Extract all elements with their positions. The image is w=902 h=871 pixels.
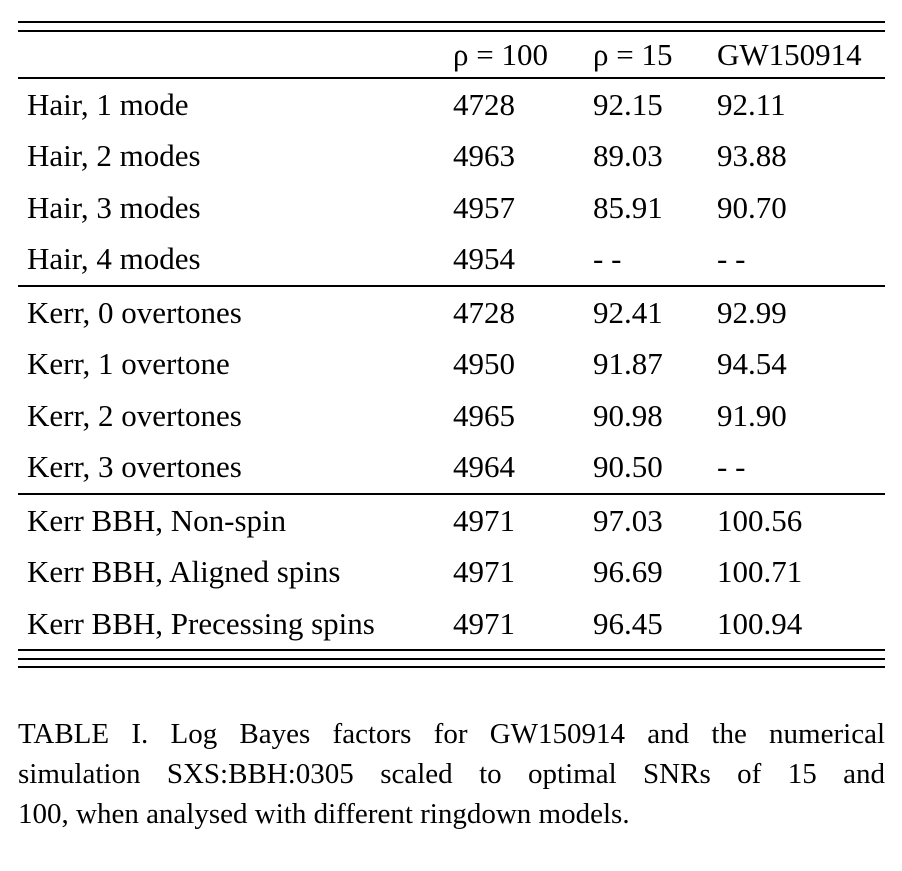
header-rho-100: ρ = 100 xyxy=(453,36,548,72)
row-label: Kerr, 0 overtones xyxy=(27,294,242,330)
header-rho-15: ρ = 15 xyxy=(593,36,673,72)
cell-rho100: 4964 xyxy=(453,449,515,485)
cell-gw: - - xyxy=(717,241,746,277)
cell-gw: 92.99 xyxy=(717,294,787,330)
table-caption: TABLE I. Log Bayes factors for GW150914 … xyxy=(18,714,885,834)
table-row: Hair, 2 modes 4963 89.03 93.88 xyxy=(18,130,885,182)
cell-rho100: 4954 xyxy=(453,241,515,277)
paper-page: ρ = 100 ρ = 15 GW150914 Hair, 1 mode 472… xyxy=(0,21,902,871)
table-row: Kerr BBH, Aligned spins 4971 96.69 100.7… xyxy=(18,546,885,598)
cell-rho100: 4728 xyxy=(453,86,515,122)
cell-rho15: 89.03 xyxy=(593,138,663,174)
cell-rho15: 90.98 xyxy=(593,397,663,433)
row-label: Hair, 4 modes xyxy=(27,241,201,277)
cell-rho100: 4963 xyxy=(453,138,515,174)
section-rule xyxy=(18,649,885,651)
table-row: Kerr BBH, Precessing spins 4971 96.45 10… xyxy=(18,598,885,650)
cell-gw: 93.88 xyxy=(717,138,787,174)
cell-rho15: - - xyxy=(593,241,622,277)
section-rule xyxy=(18,492,885,495)
table-bottom-double-rule xyxy=(18,657,885,668)
cell-gw: - - xyxy=(717,449,746,485)
table-row: Hair, 3 modes 4957 85.91 90.70 xyxy=(18,182,885,234)
cell-rho15: 91.87 xyxy=(593,346,663,382)
cell-rho15: 85.91 xyxy=(593,189,663,225)
table-header-row: ρ = 100 ρ = 15 GW150914 xyxy=(18,32,885,77)
cell-gw: 100.71 xyxy=(717,554,803,590)
row-label: Kerr, 1 overtone xyxy=(27,346,230,382)
header-rule xyxy=(18,76,885,79)
cell-rho100: 4971 xyxy=(453,605,515,641)
table-row: Kerr, 2 overtones 4965 90.98 91.90 xyxy=(18,390,885,442)
row-label: Kerr BBH, Aligned spins xyxy=(27,554,341,590)
row-label: Hair, 3 modes xyxy=(27,189,201,225)
cell-rho100: 4950 xyxy=(453,346,515,382)
table-row: Hair, 4 modes 4954 - - - - xyxy=(18,233,885,285)
cell-rho100: 4965 xyxy=(453,397,515,433)
cell-rho15: 90.50 xyxy=(593,449,663,485)
row-label: Kerr, 3 overtones xyxy=(27,449,242,485)
row-label: Hair, 2 modes xyxy=(27,138,201,174)
header-gw150914: GW150914 xyxy=(717,36,862,72)
row-label: Kerr BBH, Precessing spins xyxy=(27,605,375,641)
cell-rho100: 4971 xyxy=(453,554,515,590)
cell-gw: 92.11 xyxy=(717,86,786,122)
row-label: Kerr, 2 overtones xyxy=(27,397,242,433)
cell-rho15: 97.03 xyxy=(593,502,663,538)
section-hair: Hair, 1 mode 4728 92.15 92.11 Hair, 2 mo… xyxy=(18,79,885,285)
cell-rho15: 96.45 xyxy=(593,605,663,641)
row-label: Kerr BBH, Non-spin xyxy=(27,502,287,538)
table-row: Kerr, 1 overtone 4950 91.87 94.54 xyxy=(18,338,885,390)
cell-rho100: 4971 xyxy=(453,502,515,538)
section-kerr: Kerr, 0 overtones 4728 92.41 92.99 Kerr,… xyxy=(18,287,885,493)
table-row: Hair, 1 mode 4728 92.15 92.11 xyxy=(18,79,885,131)
section-kerr-bbh: Kerr BBH, Non-spin 4971 97.03 100.56 Ker… xyxy=(18,495,885,650)
section-rule xyxy=(18,284,885,287)
cell-gw: 94.54 xyxy=(717,346,787,382)
cell-rho100: 4728 xyxy=(453,294,515,330)
cell-gw: 100.56 xyxy=(717,502,803,538)
table-row: Kerr, 3 overtones 4964 90.50 - - xyxy=(18,441,885,493)
cell-rho100: 4957 xyxy=(453,189,515,225)
table-top-double-rule xyxy=(18,21,885,32)
cell-gw: 100.94 xyxy=(717,605,803,641)
row-label: Hair, 1 mode xyxy=(27,86,189,122)
caption-line: TABLE I. Log Bayes factors for GW150914 … xyxy=(18,718,885,750)
caption-line: simulation SXS:BBH:0305 scaled to optima… xyxy=(18,758,885,790)
log-bayes-table: ρ = 100 ρ = 15 GW150914 Hair, 1 mode 472… xyxy=(18,21,885,668)
cell-gw: 90.70 xyxy=(717,189,787,225)
cell-rho15: 92.41 xyxy=(593,294,663,330)
cell-rho15: 92.15 xyxy=(593,86,663,122)
table-row: Kerr, 0 overtones 4728 92.41 92.99 xyxy=(18,287,885,339)
cell-gw: 91.90 xyxy=(717,397,787,433)
caption-line: 100, when analysed with different ringdo… xyxy=(18,798,630,830)
table-row: Kerr BBH, Non-spin 4971 97.03 100.56 xyxy=(18,495,885,547)
cell-rho15: 96.69 xyxy=(593,554,663,590)
